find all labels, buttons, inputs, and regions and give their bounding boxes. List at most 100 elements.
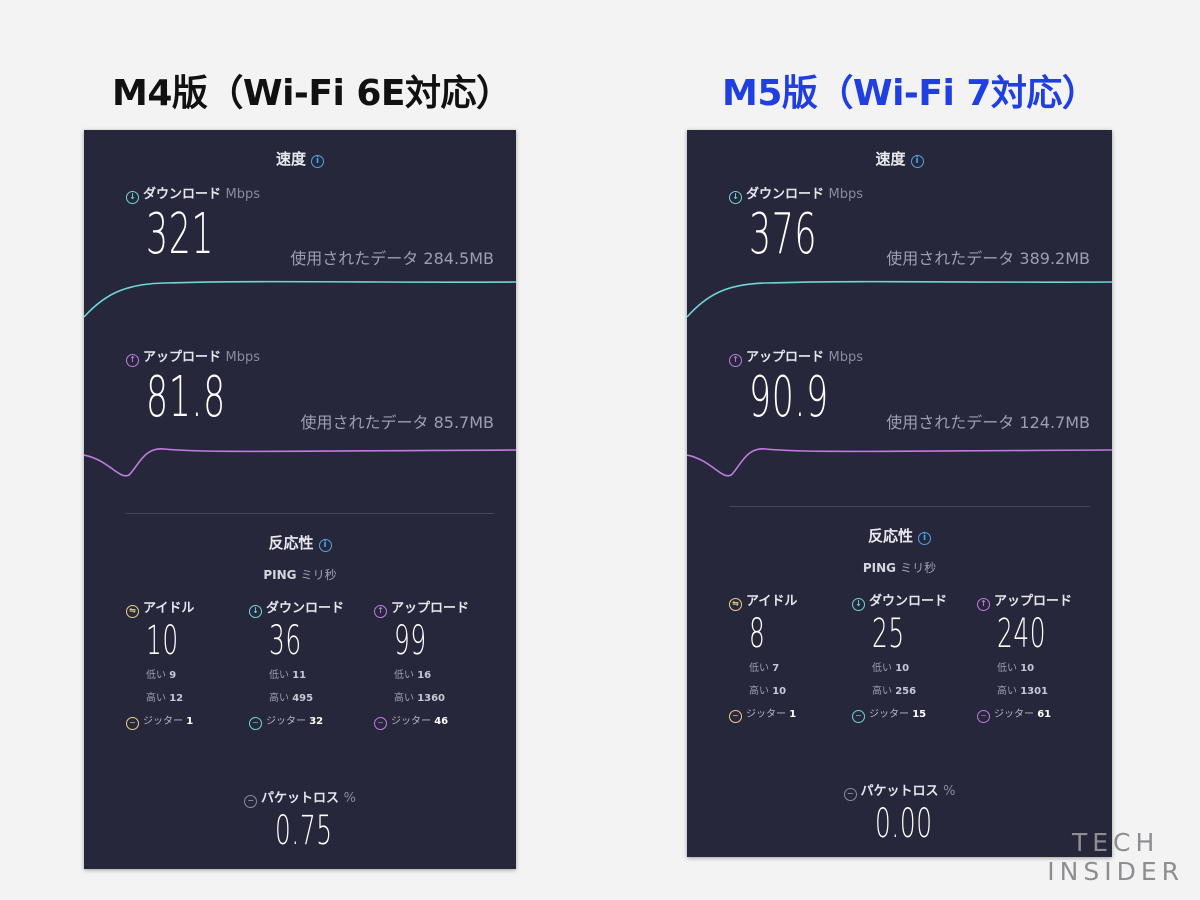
upload-used-label: 使用されたデータ [300,413,429,432]
jitter-wave-icon: ~ [729,710,742,723]
upload-used-value: 85.7MB [433,413,494,432]
idle-icon: ⇋ [126,605,139,618]
ping-col-value: 240 [997,611,1047,657]
ping-column-upload: ↑ アップロード 240 低い 10 高い 1301 ~ ジッター 61 [977,590,1102,723]
ping-col-value: 99 [394,618,427,664]
ping-column-download: ↓ ダウンロード 36 低い 11 高い 495 ~ ジッター 32 [249,597,374,730]
download-used-value: 284.5MB [423,249,494,268]
caption-m5: M5版（Wi-Fi 7対応） [722,73,1098,114]
upload-icon: ↑ [977,598,990,611]
packet-loss-icon: − [244,795,258,808]
upload-used-value: 124.7MB [1019,413,1090,432]
ping-label: PING ミリ秒 [84,566,516,583]
info-icon[interactable]: i [311,155,324,168]
download-used-value: 389.2MB [1019,249,1090,268]
ping-col-label: ダウンロード [869,594,948,609]
high-value: 12 [169,693,184,704]
high-value: 1360 [417,693,446,704]
jitter-wave-icon: ~ [977,710,990,723]
packet-loss: − パケットロス % 0.75 [84,787,516,854]
high-value: 495 [292,693,314,704]
low-value: 10 [1020,663,1035,674]
jitter-wave-icon: ~ [126,717,139,730]
low-value: 11 [292,670,307,681]
responsiveness-section-title: 反応性 i [84,532,516,553]
packet-loss-label: パケットロス [860,784,939,799]
idle-icon: ⇋ [729,598,742,611]
low-label: 低い [749,663,769,674]
responsiveness-section-title: 反応性 i [687,525,1112,546]
upload-data-used: 使用されたデータ 85.7MB [300,409,494,433]
download-value: 376 [749,202,818,267]
jitter-label: ジッター [391,716,431,727]
logo-line2: INSIDER [1047,857,1184,886]
ping-column-upload: ↑ アップロード 99 低い 16 高い 1360 ~ ジッター 46 [374,597,499,730]
tech-insider-logo: TECH INSIDER [1047,828,1184,886]
jitter-value: 1 [789,709,797,720]
upload-arrow-icon: ↑ [126,354,139,367]
jitter-value: 32 [309,716,324,727]
low-label: 低い [394,670,414,681]
upload-value: 90.9 [749,365,829,430]
upload-label: アップロード [746,350,825,365]
high-label: 高い [146,693,166,704]
low-value: 9 [169,670,177,681]
upload-label: アップロード [143,350,222,365]
responsiveness-title: 反応性 [867,527,913,545]
low-label: 低い [872,663,892,674]
info-icon[interactable]: i [918,532,931,545]
ping-col-label: アップロード [391,601,470,616]
packet-loss-unit: % [943,784,956,799]
packet-loss: − パケットロス % 0.00 [687,780,1112,847]
download-icon: ↓ [852,598,865,611]
ping-col-value: 36 [269,618,302,664]
download-label: ダウンロード [746,187,825,202]
download-label-row: ↓ ダウンロード Mbps [729,183,863,204]
section-divider [729,506,1090,507]
ping-col-value: 25 [872,611,905,657]
jitter-wave-icon: ~ [852,710,865,723]
download-icon: ↓ [249,605,262,618]
low-value: 10 [895,663,910,674]
jitter-label: ジッター [266,716,306,727]
packet-loss-value: 0.00 [874,801,933,847]
low-value: 16 [417,670,432,681]
upload-icon: ↑ [374,605,387,618]
download-label: ダウンロード [143,187,222,202]
jitter-wave-icon: ~ [249,717,262,730]
responsiveness-title: 反応性 [268,534,314,552]
ping-col-value: 8 [749,611,766,657]
info-icon[interactable]: i [318,539,332,552]
upload-data-used: 使用されたデータ 124.7MB [886,409,1090,433]
low-label: 低い [269,670,289,681]
high-label: 高い [749,686,769,697]
download-used-label: 使用されたデータ [886,249,1015,268]
info-icon[interactable]: i [910,155,924,168]
jitter-value: 15 [912,709,927,720]
download-arrow-icon: ↓ [729,191,742,204]
jitter-label: ジッター [746,709,786,720]
high-label: 高い [997,686,1017,697]
ping-col-label: アイドル [143,601,195,616]
download-data-used: 使用されたデータ 389.2MB [886,245,1090,269]
low-label: 低い [997,663,1017,674]
download-unit: Mbps [225,187,261,202]
ping-unit: ミリ秒 [900,561,937,575]
packet-loss-unit: % [343,791,356,806]
ping-title: PING [263,568,297,582]
jitter-wave-icon: ~ [374,717,387,730]
low-value: 7 [772,663,780,674]
speed-section-title: 速度 i [84,148,516,169]
jitter-label: ジッター [143,716,183,727]
caption-m4: M4版（Wi-Fi 6E対応） [112,73,512,114]
jitter-value: 46 [434,716,449,727]
download-used-label: 使用されたデータ [290,249,419,268]
download-data-used: 使用されたデータ 284.5MB [290,245,494,269]
download-speed-graph [84,280,516,318]
download-arrow-icon: ↓ [126,191,139,204]
upload-speed-graph [687,448,1112,477]
upload-unit: Mbps [828,350,864,365]
high-label: 高い [394,693,414,704]
ping-col-value: 10 [146,618,179,664]
upload-label-row: ↑ アップロード Mbps [126,346,260,367]
